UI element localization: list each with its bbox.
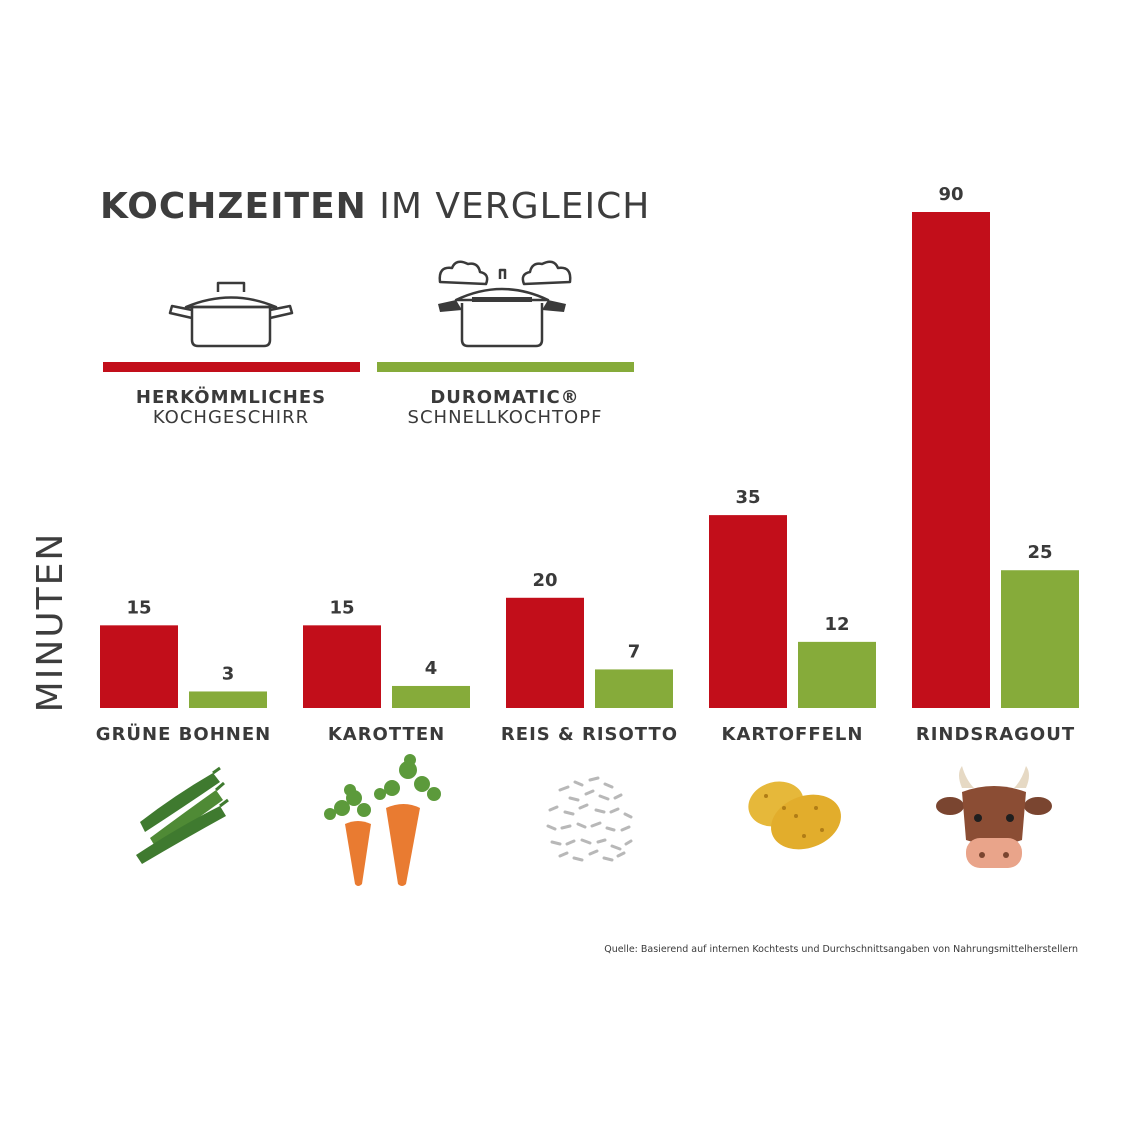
cow-icon [936,766,1052,868]
green-beans-icon [136,766,229,864]
potatoes-icon [748,781,841,850]
value-label-reis-risotto-series-2: 7 [628,641,641,662]
pressure-cooker-icon [438,260,572,348]
category-label-karotten: KAROTTEN [328,724,445,745]
legend-swatch-duromatic [377,362,634,372]
legend-label-duromatic-line1: DUROMATIC® [430,387,579,408]
category-label-grüne-bohnen: GRÜNE BOHNEN [96,723,271,745]
legend-label-duromatic-line2: SCHNELLKOCHTOPF [408,407,603,428]
value-label-grüne-bohnen-series-2: 3 [222,663,235,684]
bar-rindsragout-series-1 [912,212,990,708]
bar-kartoffeln-series-2 [798,641,876,708]
chart-title: KOCHZEITEN IM VERGLEICH [100,186,650,227]
bar-kartoffeln-series-1 [709,515,787,708]
value-label-kartoffeln-series-1: 35 [735,487,760,508]
legend-label-conventional-line2: KOCHGESCHIRR [153,407,309,428]
chart-title-rest: IM VERGLEICH [367,186,650,227]
value-label-karotten-series-1: 15 [329,597,354,618]
carrots-icon [324,754,441,886]
cooking-pot-icon [168,281,294,348]
bar-grüne-bohnen-series-1 [100,625,178,708]
category-label-rindsragout: RINDSRAGOUT [916,724,1075,745]
bar-rindsragout-series-2 [1001,570,1079,708]
value-label-kartoffeln-series-2: 12 [824,614,849,635]
y-axis-label: MINUTEN [30,532,71,713]
value-label-rindsragout-series-2: 25 [1027,542,1052,563]
bar-karotten-series-2 [392,685,470,708]
rice-icon [546,776,633,862]
category-label-reis-risotto: REIS & RISOTTO [501,724,678,745]
category-label-kartoffeln: KARTOFFELN [722,724,864,745]
chart-title-bold: KOCHZEITEN [100,186,367,227]
legend-label-conventional-line1: HERKÖMMLICHES [136,386,326,408]
bar-reis-risotto-series-2 [595,669,673,708]
bar-reis-risotto-series-1 [506,597,584,708]
bar-karotten-series-1 [303,625,381,708]
value-label-karotten-series-2: 4 [425,658,438,679]
bar-grüne-bohnen-series-2 [189,691,267,708]
value-label-reis-risotto-series-1: 20 [532,570,557,591]
value-label-grüne-bohnen-series-1: 15 [126,597,151,618]
source-note: Quelle: Basierend auf internen Kochtests… [604,944,1078,955]
bar-group: 15 3 GRÜNE BOHNEN 15 4 KAROTTEN 20 7 REIS & RISO… [96,184,1079,745]
legend-swatch-conventional [103,362,360,372]
value-label-rindsragout-series-1: 90 [938,184,963,205]
